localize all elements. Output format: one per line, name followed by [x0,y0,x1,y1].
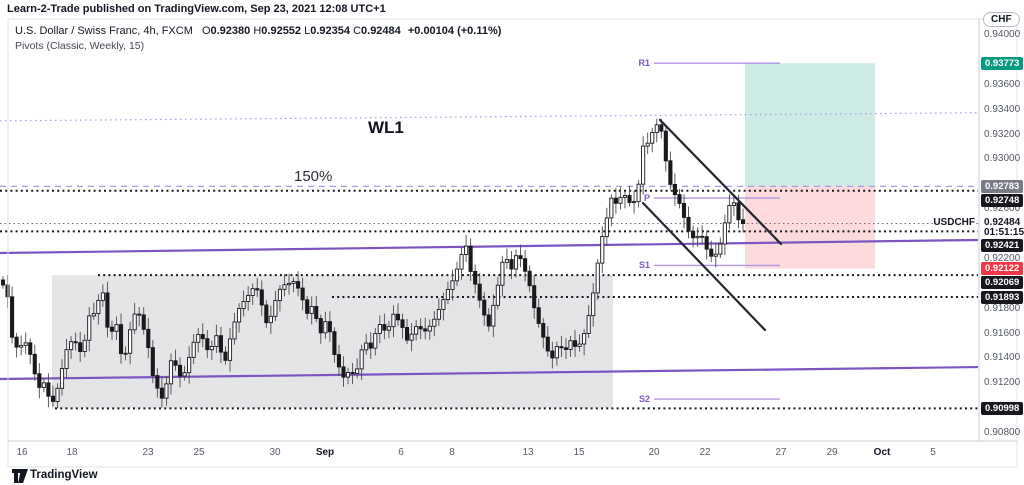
price-label-0.92748: 0.92748 [981,193,1024,207]
price-tick-0.91400: 0.91400 [984,352,1021,364]
price-tick-0.90800: 0.90800 [984,427,1021,438]
indicator-legend[interactable]: Pivots (Classic, Weekly, 15) [15,40,145,52]
symbol-legend[interactable]: U.S. Dollar / Swiss Franc, 4h, FXCM O0.9… [15,25,501,37]
price-tick-0.93600: 0.93600 [984,78,1021,90]
ohlc-open-label: O [201,25,211,37]
price-tick-0.93200: 0.93200 [984,128,1021,140]
price-label-0.90998: 0.90998 [981,401,1024,415]
currency-toggle-button[interactable]: CHF [983,12,1020,27]
falling-channel-upper[interactable] [658,118,783,246]
candle-bodies [0,124,746,402]
change-value: +0.00104 (+0.11%) [407,25,502,37]
time-label-22[interactable]: 22 [699,447,711,458]
published-header: Learn-2-Trade published on TradingView.c… [7,3,386,15]
ohlc-open-value: 0.92380 [210,25,251,37]
last-price-value: 0.92484 [984,217,1021,228]
price-tick-0.91800: 0.91800 [984,302,1021,314]
time-label-5[interactable]: 5 [930,447,936,458]
price-tick-0.94000: 0.94000 [984,29,1021,40]
price-tick-0.91200: 0.91200 [984,377,1021,389]
time-label-25[interactable]: 25 [193,447,205,458]
level-0.93400-dotted[interactable] [0,112,979,122]
time-label-Oct[interactable]: Oct [873,447,891,458]
time-label-13[interactable]: 13 [522,447,534,458]
price-label-0.92122: 0.92122 [981,262,1024,276]
pivot-label-r1: R1 [638,58,650,69]
time-label-20[interactable]: 20 [648,447,660,458]
price-tick-0.91600: 0.91600 [984,327,1021,339]
ohlc-high-value: 0.92552 [261,25,302,37]
tradingview-logo-icon[interactable] [12,469,29,483]
stop-box-red[interactable] [745,186,875,269]
price-tick-0.92600: 0.92600 [984,203,1021,215]
time-label-18[interactable]: 18 [66,447,78,458]
channel-support-upper[interactable] [0,238,979,255]
tradingview-brand-text[interactable]: TradingView [30,469,98,481]
ohlc-high-label: H [253,25,262,37]
price-label-0.92783: 0.92783 [981,179,1024,193]
time-label-16[interactable]: 16 [16,447,28,458]
annotation-150pct[interactable]: 150% [294,168,333,185]
ohlc-close-value: 0.92484 [361,25,401,37]
target-box-green[interactable] [745,63,875,187]
symbol-price-tag: USDCHF [933,217,975,228]
time-label-27[interactable]: 27 [775,447,787,458]
price-label-0.93773: 0.93773 [981,56,1024,70]
time-label-15[interactable]: 15 [573,447,585,458]
time-label-6[interactable]: 6 [398,447,404,458]
ohlc-low-label: L [304,25,311,37]
time-label-30[interactable]: 30 [269,447,281,458]
symbol-title[interactable]: U.S. Dollar / Swiss Franc, 4h, FXCM [15,25,193,37]
bar-countdown: 01:51:15 [984,227,1024,238]
pivot-label-p: P [643,193,650,204]
ohlc-low-value: 0.92354 [310,25,350,37]
time-label-Sep[interactable]: Sep [315,447,335,458]
channel-support-lower[interactable] [0,365,979,381]
pivot-label-s2: S2 [638,394,650,405]
price-label-0.91893: 0.91893 [981,290,1024,304]
time-label-23[interactable]: 23 [142,447,154,458]
annotation-wl1[interactable]: WL1 [368,118,404,137]
price-tick-0.93400: 0.93400 [984,103,1021,115]
pivot-label-s1: S1 [638,260,650,271]
price-tick-0.93000: 0.93000 [984,153,1021,165]
falling-channel-lower[interactable] [641,201,767,332]
price-label-0.92421: 0.92421 [981,239,1024,252]
time-label-29[interactable]: 29 [826,447,838,458]
price-tick-0.92200: 0.92200 [984,252,1021,264]
price-label-0.92069: 0.92069 [981,276,1024,290]
time-label-8[interactable]: 8 [449,447,455,458]
ohlc-close-label: C [353,25,362,37]
